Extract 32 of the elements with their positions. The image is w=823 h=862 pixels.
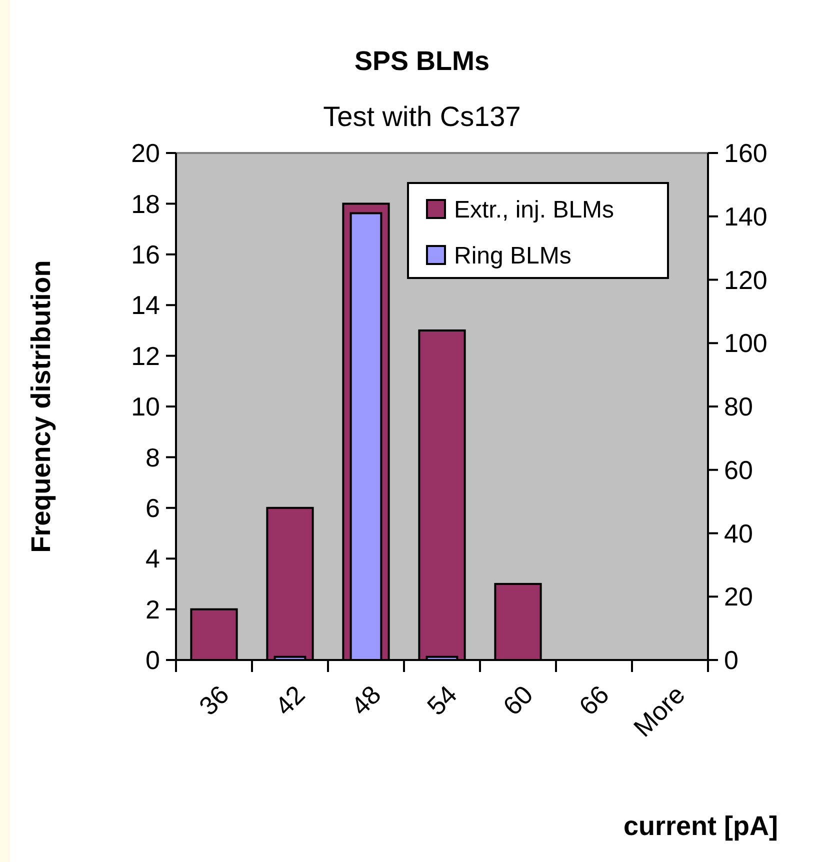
x-tick-label: 48: [345, 679, 387, 722]
y2-tick-label: 80: [724, 392, 753, 422]
x-axis-title: current [pA]: [624, 811, 778, 841]
y-tick-label: 0: [146, 645, 160, 676]
y2-tick-label: 0: [724, 645, 738, 676]
y-tick-label: 16: [131, 240, 160, 270]
y-axis-title: Frequency distribution: [26, 260, 56, 553]
y-tick-label: 6: [146, 493, 160, 523]
y2-tick-label: 100: [724, 328, 768, 358]
y2-tick-label: 60: [724, 454, 753, 485]
y-tick-label: 10: [131, 392, 160, 422]
x-tick-label: 60: [497, 679, 539, 722]
y2-tick-label: 120: [724, 264, 768, 295]
x-tick-label: 42: [269, 679, 311, 722]
y-tick-label: 4: [146, 544, 160, 574]
y-tick-label: 2: [146, 594, 160, 624]
legend-label: Ring BLMs: [454, 242, 572, 270]
y-tick-label: 18: [131, 188, 160, 219]
y2-tick-label: 20: [724, 582, 753, 612]
y2-tick-label: 140: [724, 201, 768, 232]
y-tick-label: 14: [131, 290, 160, 320]
y2-tick-label: 160: [724, 138, 768, 168]
y2-tick-label: 40: [724, 518, 753, 548]
y-tick-label: 20: [131, 138, 160, 168]
x-tick-label: 36: [193, 679, 235, 722]
x-tick-label: 66: [573, 679, 615, 722]
chart-title: SPS BLMs: [354, 46, 490, 76]
legend-label: Extr., inj. BLMs: [454, 196, 614, 224]
y-tick-label: 12: [131, 340, 160, 371]
chart-subtitle: Test with Cs137: [323, 101, 521, 132]
x-tick-label: 54: [421, 679, 463, 722]
y-tick-label: 8: [146, 442, 160, 472]
